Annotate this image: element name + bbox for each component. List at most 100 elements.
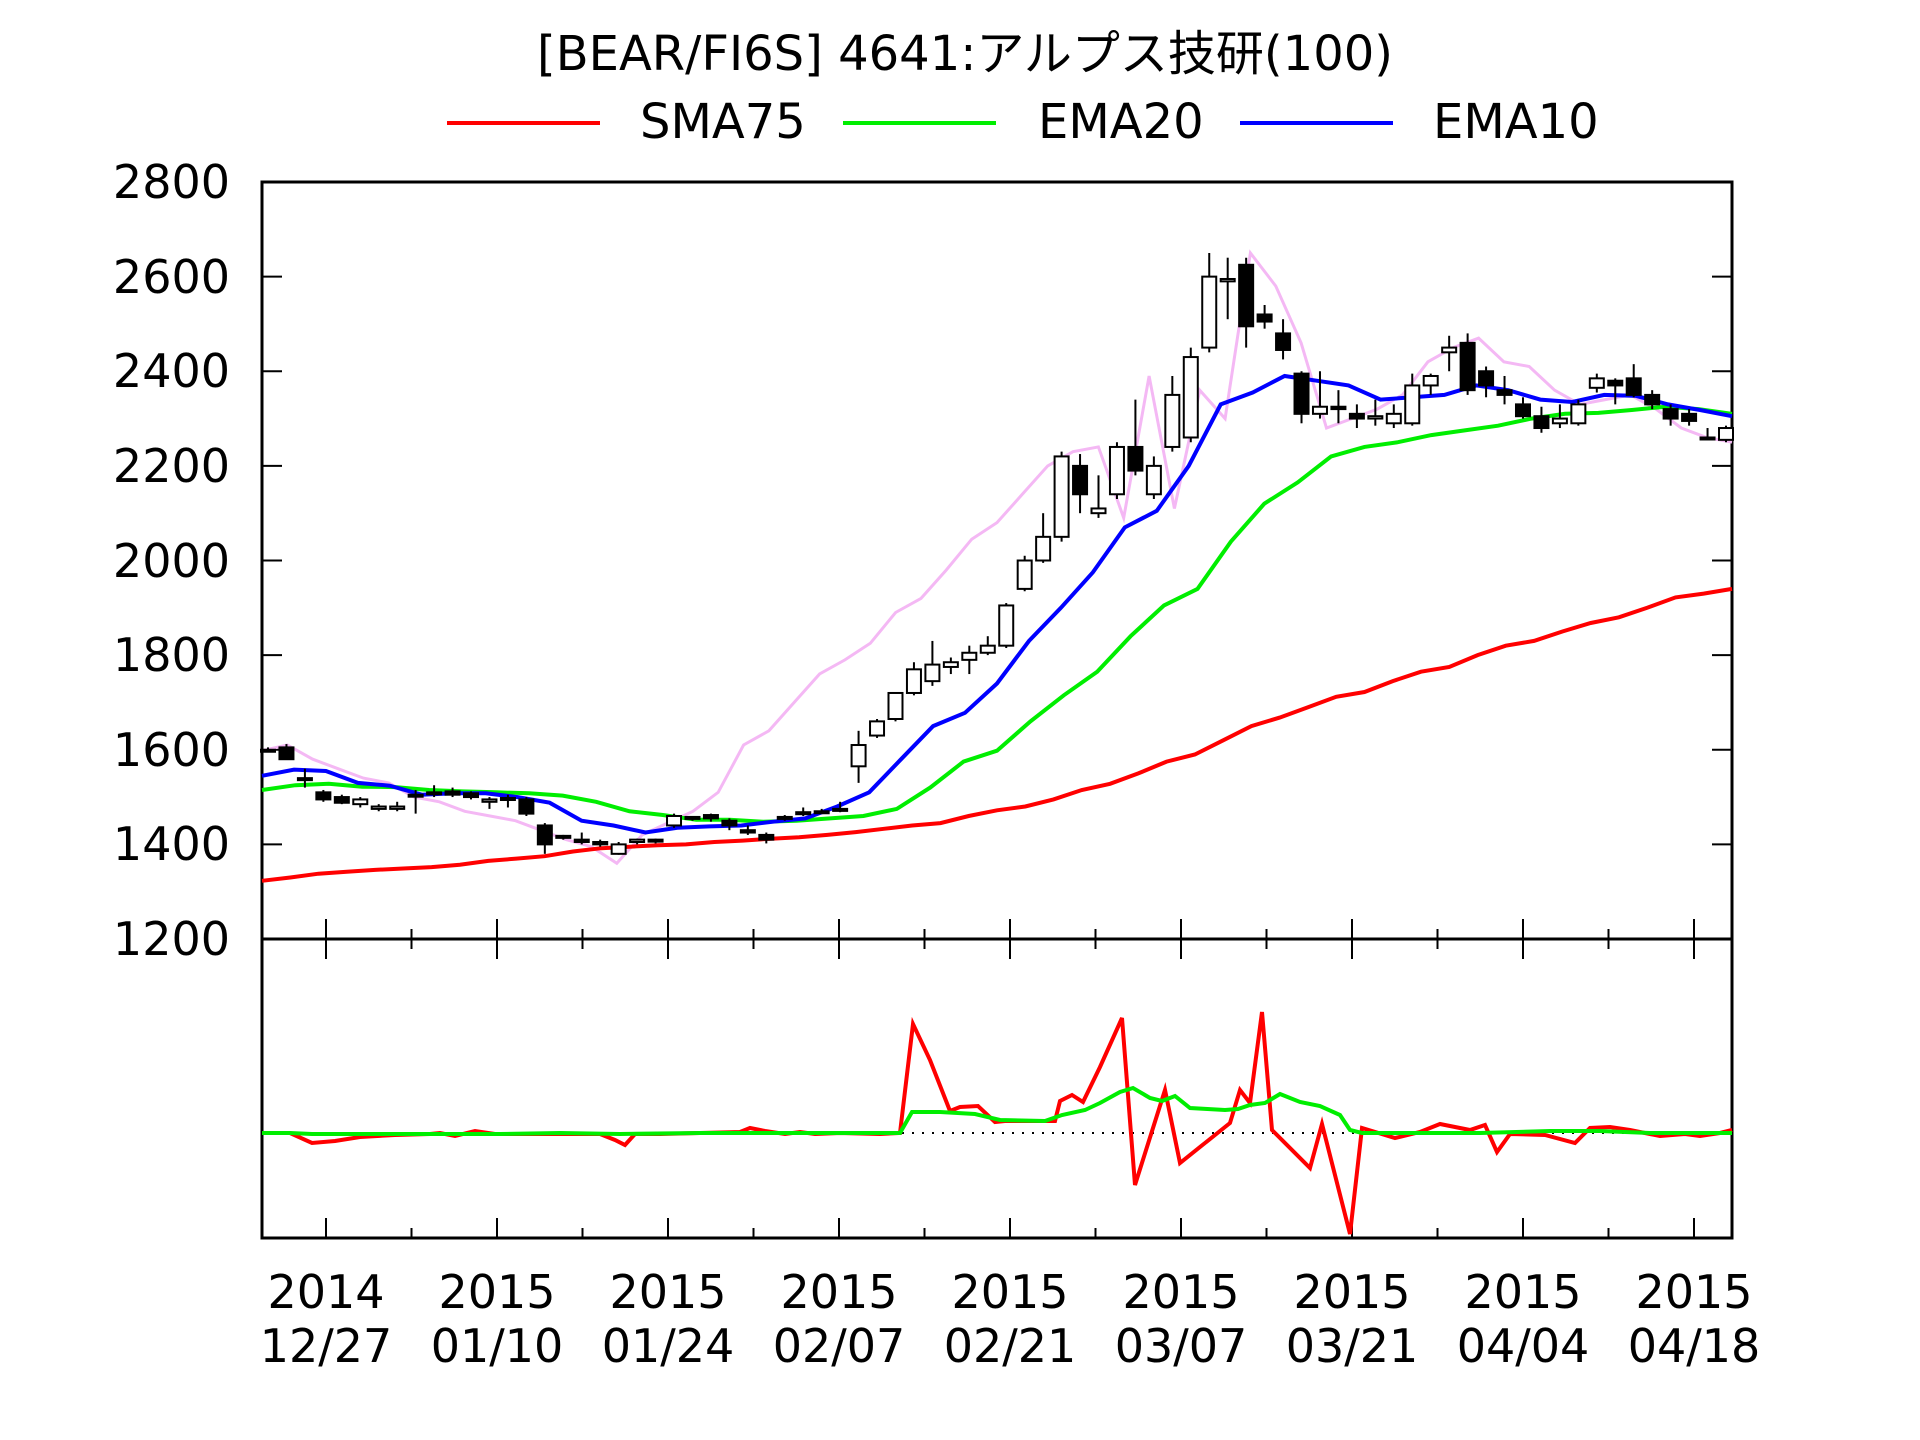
- y-tick-2000: 2000: [113, 534, 230, 588]
- candle-down: [444, 790, 461, 796]
- price-panel-frame: [260, 180, 1734, 941]
- candle-up: [629, 838, 646, 844]
- x-tick-date: 03/21: [1286, 1319, 1419, 1373]
- x-tick-year: 2015: [780, 1265, 897, 1319]
- candle-down: [1293, 372, 1310, 415]
- x-axis-labels: 201412/27201501/10201501/24201502/072015…: [260, 1265, 1761, 1373]
- candle-up: [813, 810, 830, 815]
- x-tick-date: 04/18: [1628, 1319, 1761, 1373]
- candle-down: [463, 792, 480, 799]
- candle-up: [1090, 507, 1107, 515]
- y-tick-2400: 2400: [113, 344, 230, 398]
- candlesticks: [260, 252, 1734, 855]
- candle-up: [555, 834, 572, 839]
- candle-up: [1404, 384, 1421, 425]
- x-tick-date: 02/21: [944, 1319, 1077, 1373]
- candle-up: [1570, 403, 1587, 425]
- candle-down: [1127, 445, 1144, 472]
- y-tick-1200: 1200: [113, 912, 230, 966]
- candle-up: [905, 668, 922, 694]
- x-ticks: [325, 919, 1695, 1238]
- candle-down: [1681, 412, 1698, 422]
- candle-up: [499, 797, 516, 802]
- candle-down: [536, 824, 553, 846]
- candle-down: [1330, 405, 1347, 411]
- candle-up: [1164, 393, 1181, 448]
- candle-down: [758, 833, 775, 841]
- candle-up: [1016, 559, 1033, 590]
- candle-up: [924, 663, 941, 683]
- sma75-line: [261, 586, 1733, 883]
- candle-up: [666, 814, 683, 827]
- candle-up: [1201, 275, 1218, 349]
- x-tick-year: 2015: [1122, 1265, 1239, 1319]
- legend-ema10-label: EMA10: [1433, 94, 1599, 150]
- indicator-panel-frame: [260, 937, 1734, 1240]
- candle-down: [1072, 464, 1089, 496]
- x-tick-date: 02/07: [773, 1319, 906, 1373]
- candle-down: [1496, 389, 1513, 396]
- x-tick-year: 2014: [267, 1265, 384, 1319]
- candle-up: [1108, 445, 1125, 496]
- candle-up: [1551, 417, 1568, 425]
- candle-up: [352, 798, 369, 806]
- candle-down: [592, 841, 609, 846]
- candle-up: [942, 661, 959, 668]
- candle-up: [426, 791, 443, 796]
- candle-up: [776, 815, 793, 820]
- x-tick-year: 2015: [1293, 1265, 1410, 1319]
- candle-up: [481, 798, 498, 803]
- signal-green-line: [262, 1085, 1732, 1137]
- candle-up: [1699, 436, 1716, 441]
- y-tick-1600: 1600: [113, 723, 230, 777]
- candle-up: [1588, 377, 1605, 389]
- candle-down: [518, 798, 535, 815]
- candle-down: [1607, 379, 1624, 387]
- candle-down: [573, 838, 590, 844]
- x-tick-year: 2015: [1464, 1265, 1581, 1319]
- candle-up: [887, 691, 904, 720]
- candle-down: [739, 829, 756, 834]
- y-tick-2600: 2600: [113, 250, 230, 304]
- candle-up: [1053, 455, 1070, 538]
- candle-up: [961, 651, 978, 661]
- candle-up: [869, 720, 886, 737]
- y-ticks: [262, 181, 1732, 940]
- candle-up: [1035, 535, 1052, 562]
- legend-ema20-label: EMA20: [1038, 94, 1204, 150]
- x-tick-date: 01/24: [602, 1319, 735, 1373]
- candle-down: [1459, 341, 1476, 392]
- candle-up: [1145, 464, 1162, 496]
- candle-up: [1367, 415, 1384, 420]
- candle-up: [1441, 346, 1458, 354]
- y-tick-2800: 2800: [113, 155, 230, 209]
- candle-down: [1275, 332, 1292, 351]
- candle-up: [1718, 427, 1734, 441]
- y-tick-1400: 1400: [113, 817, 230, 871]
- candle-down: [1644, 393, 1661, 406]
- x-tick-year: 2015: [951, 1265, 1068, 1319]
- x-tick-date: 12/27: [260, 1319, 393, 1373]
- candle-down: [315, 791, 332, 801]
- candle-up: [1311, 405, 1328, 415]
- y-tick-2200: 2200: [113, 439, 230, 493]
- x-tick-year: 2015: [438, 1265, 555, 1319]
- candle-up: [1182, 356, 1199, 439]
- candle-down: [1348, 412, 1365, 420]
- candle-down: [1256, 313, 1273, 323]
- chart-title: [BEAR/FI6S] 4641:アルプス技研(100): [537, 26, 1393, 82]
- candle-down: [333, 796, 350, 804]
- candle-down: [721, 819, 738, 827]
- x-tick-year: 2015: [1635, 1265, 1752, 1319]
- candle-up: [850, 744, 867, 768]
- y-axis-labels: 2800 2600 2400 2200 2000 1800 1600 1400 …: [113, 155, 230, 966]
- candle-up: [610, 843, 627, 855]
- candle-up: [1385, 412, 1402, 425]
- close-price-line: [261, 249, 1733, 866]
- candle-up: [389, 805, 406, 810]
- legend-sma75-label: SMA75: [640, 94, 806, 150]
- candle-down: [1662, 408, 1679, 420]
- candle-up: [1422, 374, 1439, 387]
- ema20-line: [261, 404, 1733, 824]
